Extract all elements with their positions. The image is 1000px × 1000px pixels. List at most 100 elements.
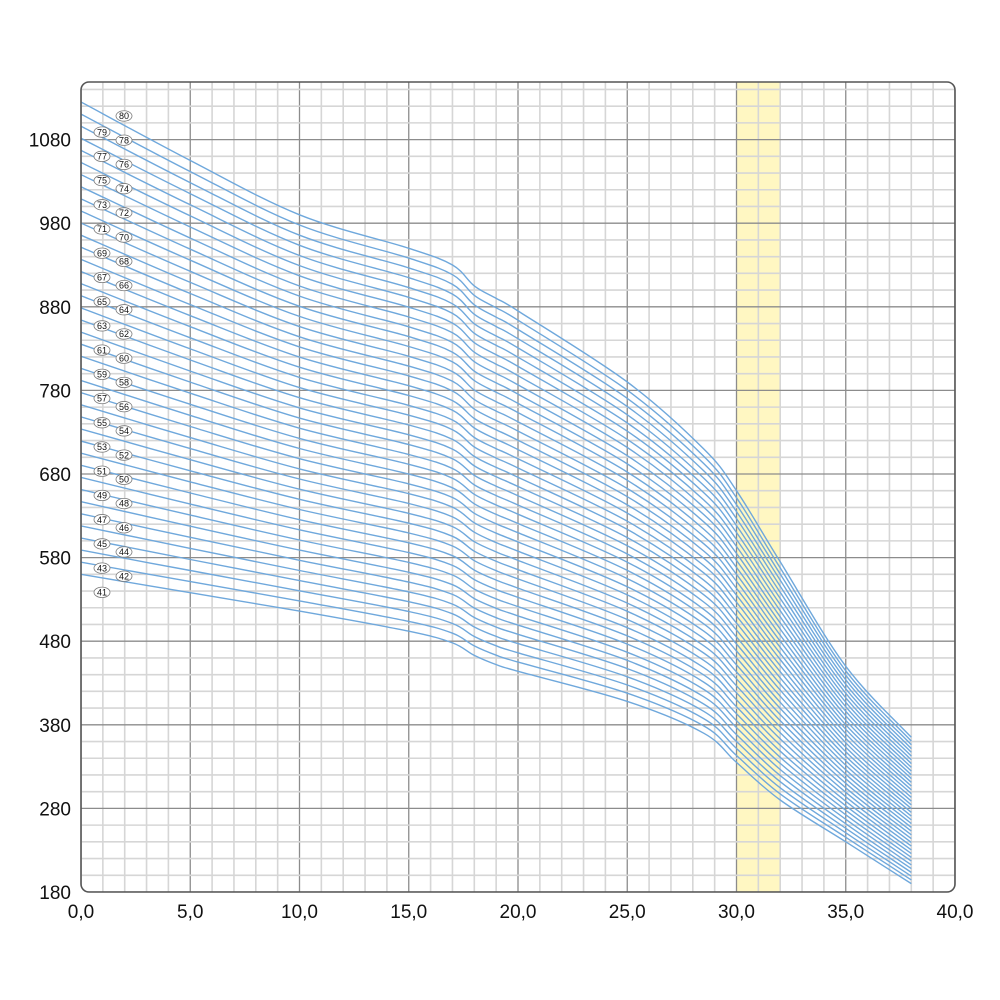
series-line-58 [81,367,912,821]
svg-text:47: 47 [97,515,107,525]
svg-text:48: 48 [119,499,129,509]
series-line-80 [81,101,912,738]
series-label-55: 55 [93,417,111,429]
series-label-56: 56 [115,401,133,413]
svg-text:60: 60 [119,353,129,363]
y-tick-label: 1080 [29,131,71,152]
series-label-49: 49 [93,489,111,502]
series-label-64: 64 [115,304,133,316]
y-tick-label: 180 [39,883,71,904]
series-line-41 [81,573,912,885]
svg-text:42: 42 [119,571,129,581]
series-line-71 [81,210,912,772]
series-label-45: 45 [93,538,111,550]
series-line-67 [81,258,912,787]
svg-text:74: 74 [119,184,129,194]
series-label-76: 76 [115,158,133,171]
series-line-46 [81,513,912,866]
series-line-65 [81,282,912,795]
series-label-51: 51 [93,465,111,477]
curve-layer [81,101,912,885]
series-label-69: 69 [93,247,111,259]
series-label-50: 50 [115,473,133,485]
svg-text:65: 65 [97,297,107,307]
svg-text:51: 51 [97,466,107,476]
grid-layer [81,82,955,892]
series-label-78: 78 [115,134,133,146]
series-line-47 [81,501,912,862]
series-line-74 [81,173,912,761]
svg-text:68: 68 [119,257,129,267]
x-tick-label: 15,0 [390,902,427,923]
series-line-62 [81,319,912,806]
series-line-60 [81,343,912,813]
series-label-57: 57 [93,392,111,405]
svg-text:56: 56 [119,402,129,412]
series-label-62: 62 [115,328,133,340]
series-label-48: 48 [115,497,133,510]
x-tick-label: 5,0 [177,902,203,923]
series-label-41: 41 [93,586,111,598]
series-line-75 [81,161,912,757]
y-axis-ticks: 180 280 380 480 580 680 780 880 980 1080 [29,131,71,904]
series-label-72: 72 [115,207,133,219]
svg-text:43: 43 [97,563,107,573]
svg-text:41: 41 [97,588,107,598]
svg-text:64: 64 [119,305,129,315]
series-line-72 [81,198,912,768]
svg-text:75: 75 [97,176,107,186]
series-label-66: 66 [115,279,133,292]
series-line-53 [81,428,912,840]
series-label-52: 52 [115,449,133,461]
svg-text:67: 67 [97,273,107,283]
series-label-73: 73 [93,199,111,211]
series-line-61 [81,331,912,810]
svg-text:53: 53 [97,442,107,452]
series-line-42 [81,561,912,881]
svg-text:77: 77 [97,152,107,162]
series-line-55 [81,404,912,832]
svg-text:71: 71 [97,224,107,234]
y-tick-label: 280 [39,799,71,820]
svg-text:72: 72 [119,208,129,218]
svg-text:76: 76 [119,160,129,170]
series-line-44 [81,537,912,873]
svg-text:78: 78 [119,135,129,145]
series-label-43: 43 [93,562,111,574]
series-line-78 [81,125,912,746]
svg-text:61: 61 [97,345,107,355]
curve-label-layer: 41 42 43 44 45 46 47 48 49 50 51 52 53 54 55 56 57 58 59 60… [93,110,133,598]
y-tick-label: 980 [39,214,71,235]
x-tick-label: 20,0 [500,902,537,923]
svg-text:50: 50 [119,475,129,485]
x-tick-label: 35,0 [827,902,864,923]
svg-text:58: 58 [119,378,129,388]
svg-text:66: 66 [119,281,129,291]
series-label-61: 61 [93,344,111,356]
y-tick-label: 780 [39,381,71,402]
svg-text:55: 55 [97,418,107,428]
series-line-70 [81,222,912,776]
svg-text:57: 57 [97,394,107,404]
series-line-76 [81,149,912,753]
series-label-58: 58 [115,376,133,389]
svg-text:73: 73 [97,200,107,210]
series-line-69 [81,234,912,780]
svg-text:59: 59 [97,370,107,380]
svg-text:62: 62 [119,329,129,339]
series-line-50 [81,464,912,851]
series-label-80: 80 [115,110,133,122]
series-label-70: 70 [115,231,133,243]
y-tick-label: 480 [39,632,71,653]
series-line-57 [81,379,912,825]
series-line-59 [81,355,912,817]
series-line-45 [81,525,912,870]
svg-text:52: 52 [119,450,129,460]
series-line-79 [81,113,912,742]
series-label-59: 59 [93,368,111,380]
series-line-54 [81,416,912,836]
series-line-63 [81,307,912,802]
y-tick-label: 880 [39,298,71,319]
series-line-49 [81,476,912,855]
svg-text:70: 70 [119,232,129,242]
